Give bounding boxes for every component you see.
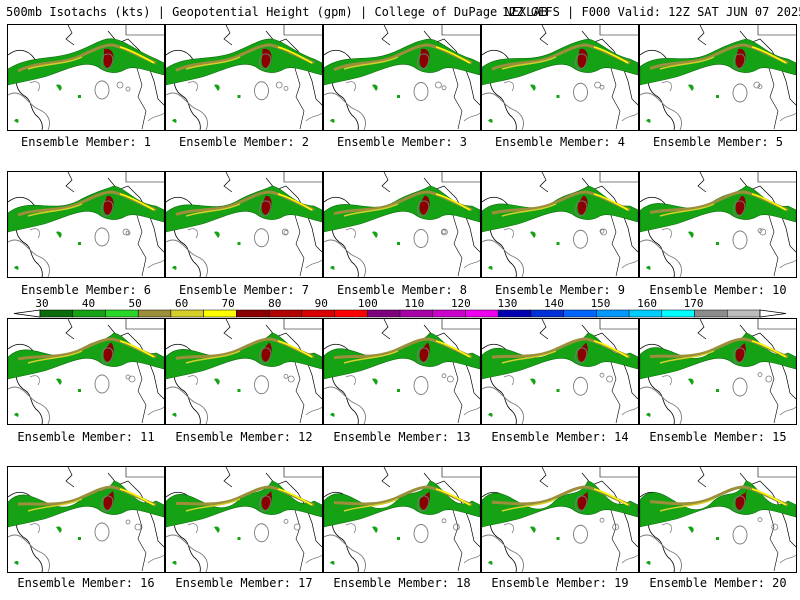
ensemble-member-map-1: [7, 24, 165, 131]
ensemble-member-label-12: Ensemble Member: 12: [175, 430, 313, 444]
ensemble-member-map-19: [481, 466, 639, 573]
ensemble-member-map-7: [165, 171, 323, 278]
colorbar-tick-label: 120: [451, 297, 471, 310]
colorbar-swatch-5: [170, 309, 204, 318]
ensemble-member-label-11: Ensemble Member: 11: [17, 430, 155, 444]
ensemble-member-map-8: [323, 171, 481, 278]
colorbar-tick-label: 110: [404, 297, 424, 310]
isotach-colorbar: 30 40 50 60 70 80 90 100 110 120 130 140 150 160 170: [13, 297, 787, 318]
colorbar-tick-label: 40: [82, 297, 95, 310]
map-title: 500mb Isotachs (kts) | Geopotential Heig…: [6, 5, 548, 19]
colorbar-swatch-12: [399, 309, 433, 318]
ensemble-member-label-13: Ensemble Member: 13: [333, 430, 471, 444]
ensemble-member-map-13: [323, 318, 481, 425]
ensemble-member-label-5: Ensemble Member: 5: [652, 135, 784, 149]
ensemble-member-map-17: [165, 466, 323, 573]
colorbar-swatch-14: [465, 309, 499, 318]
colorbar-swatch-1: [39, 309, 73, 318]
header: 500mb Isotachs (kts) | Geopotential Heig…: [0, 0, 800, 22]
colorbar-tick-label: 100: [358, 297, 378, 310]
colorbar-tick-label: 70: [222, 297, 235, 310]
colorbar-swatch-21: [694, 309, 728, 318]
ensemble-member-label-20: Ensemble Member: 20: [649, 576, 787, 590]
colorbar-swatch-11: [367, 309, 401, 318]
ensemble-member-map-16: [7, 466, 165, 573]
colorbar-tick-label: 60: [175, 297, 188, 310]
colorbar-swatch-8: [268, 309, 303, 318]
colorbar-swatch-7: [236, 309, 270, 318]
colorbar-swatch-16: [530, 309, 564, 318]
colorbar-tick-label: 140: [544, 297, 564, 310]
colorbar-swatch-17: [563, 309, 597, 318]
ensemble-member-label-18: Ensemble Member: 18: [333, 576, 471, 590]
colorbar-tick-label: 130: [497, 297, 517, 310]
ensemble-member-label-4: Ensemble Member: 4: [494, 135, 626, 149]
colorbar-swatch-20: [661, 309, 695, 318]
colorbar-min-arrow: [13, 309, 41, 318]
ensemble-member-map-6: [7, 171, 165, 278]
colorbar-swatch-13: [432, 309, 466, 318]
ensemble-member-map-18: [323, 466, 481, 573]
ensemble-member-map-10: [639, 171, 797, 278]
ensemble-member-label-1: Ensemble Member: 1: [20, 135, 152, 149]
colorbar-swatch-15: [497, 309, 532, 318]
ensemble-member-label-2: Ensemble Member: 2: [178, 135, 310, 149]
ensemble-member-map-15: [639, 318, 797, 425]
ensemble-member-label-10: Ensemble Member: 10: [649, 283, 787, 297]
run-valid-time: 12Z GEFS | F000 Valid: 12Z SAT JUN 07 20…: [502, 5, 800, 19]
ensemble-member-map-4: [481, 24, 639, 131]
colorbar-swatch-10: [334, 309, 368, 318]
ensemble-member-map-3: [323, 24, 481, 131]
ensemble-member-label-14: Ensemble Member: 14: [491, 430, 629, 444]
colorbar-max-arrow: [759, 309, 787, 318]
colorbar-swatch-18: [596, 309, 630, 318]
colorbar-swatch-3: [105, 309, 139, 318]
ensemble-member-map-14: [481, 318, 639, 425]
colorbar-tick-label: 90: [315, 297, 328, 310]
ensemble-member-map-12: [165, 318, 323, 425]
colorbar-swatch-22: [727, 309, 761, 318]
ensemble-member-label-6: Ensemble Member: 6: [20, 283, 152, 297]
ensemble-member-map-20: [639, 466, 797, 573]
colorbar-swatch-2: [72, 309, 106, 318]
colorbar-tick-label: 80: [268, 297, 281, 310]
colorbar-tick-label: 50: [128, 297, 141, 310]
colorbar-swatch-6: [203, 309, 237, 318]
ensemble-member-label-3: Ensemble Member: 3: [336, 135, 468, 149]
ensemble-member-label-9: Ensemble Member: 9: [494, 283, 626, 297]
ensemble-member-map-11: [7, 318, 165, 425]
ensemble-member-label-17: Ensemble Member: 17: [175, 576, 313, 590]
colorbar-swatch-4: [137, 309, 172, 318]
ensemble-member-map-2: [165, 24, 323, 131]
colorbar-tick-label: 150: [591, 297, 611, 310]
ensemble-member-map-5: [639, 24, 797, 131]
ensemble-member-label-19: Ensemble Member: 19: [491, 576, 629, 590]
ensemble-member-map-9: [481, 171, 639, 278]
ensemble-member-label-7: Ensemble Member: 7: [178, 283, 310, 297]
ensemble-member-label-15: Ensemble Member: 15: [649, 430, 787, 444]
colorbar-swatch-9: [301, 309, 335, 318]
colorbar-tick-label: 30: [35, 297, 48, 310]
colorbar-tick-label: 160: [637, 297, 657, 310]
ensemble-member-label-16: Ensemble Member: 16: [17, 576, 155, 590]
ensemble-member-label-8: Ensemble Member: 8: [336, 283, 468, 297]
colorbar-tick-label: 170: [684, 297, 704, 310]
colorbar-swatch-19: [628, 309, 663, 318]
